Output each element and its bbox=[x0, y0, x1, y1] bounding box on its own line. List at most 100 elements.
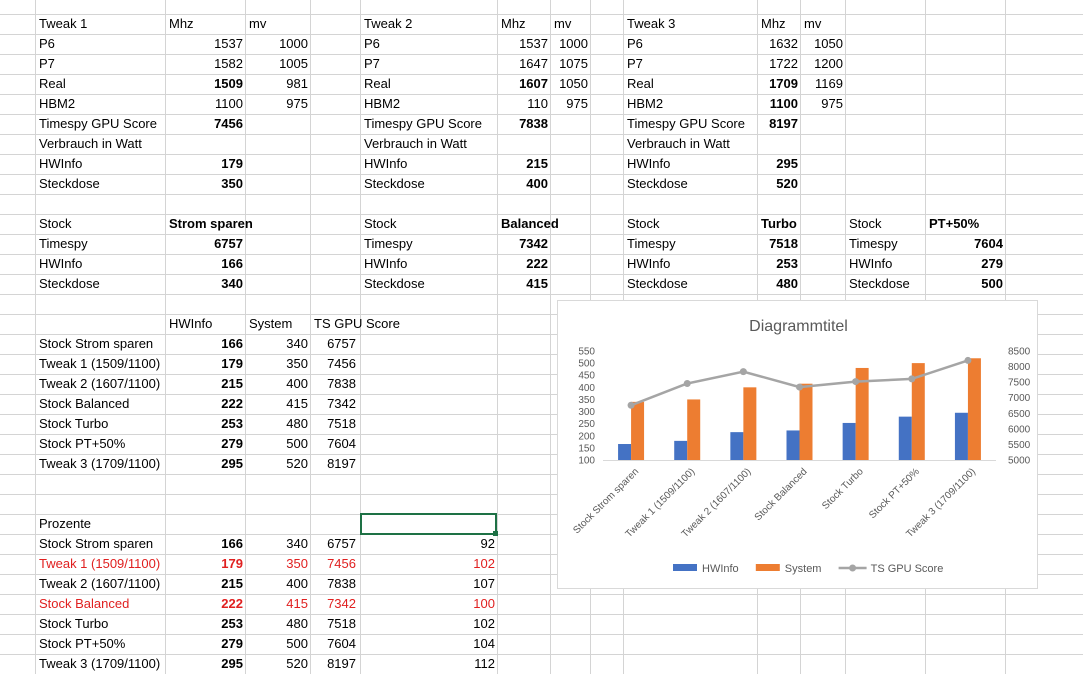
value-cell[interactable]: 1509 bbox=[214, 76, 243, 91]
value-cell[interactable]: 7342 bbox=[519, 236, 548, 251]
percent-cell[interactable]: 112 bbox=[474, 656, 495, 671]
percent-cell[interactable]: 104 bbox=[473, 636, 495, 651]
table-title[interactable]: Stock bbox=[849, 216, 882, 231]
row-label[interactable]: Steckdose bbox=[364, 276, 425, 291]
value-cell[interactable]: 279 bbox=[221, 436, 243, 451]
selected-cell[interactable] bbox=[360, 513, 497, 535]
value-cell[interactable]: 253 bbox=[221, 416, 243, 431]
value-cell[interactable]: 520 bbox=[286, 456, 308, 471]
value-cell[interactable]: 415 bbox=[526, 276, 548, 291]
value-cell[interactable]: 166 bbox=[221, 536, 243, 551]
row-label[interactable]: P7 bbox=[627, 56, 643, 71]
mode-label[interactable]: Turbo bbox=[761, 216, 797, 231]
percent-cell[interactable]: 107 bbox=[473, 576, 495, 591]
value-cell[interactable]: 1000 bbox=[559, 36, 588, 51]
chart-box[interactable]: Diagrammtitel 550 500 450 400 350 300 250 200 150… bbox=[557, 300, 1038, 589]
value-cell[interactable]: 295 bbox=[221, 456, 243, 471]
section-title[interactable]: Prozente bbox=[39, 516, 92, 531]
row-label[interactable]: Stock Balanced bbox=[39, 396, 130, 411]
column-header[interactable]: TS GPU Score bbox=[314, 316, 400, 331]
value-cell[interactable]: 6757 bbox=[327, 336, 356, 351]
column-header[interactable]: Mhz bbox=[169, 16, 194, 31]
row-label[interactable]: Real bbox=[364, 76, 391, 91]
row-label[interactable]: HBM2 bbox=[364, 96, 401, 111]
row-label[interactable]: Steckdose bbox=[627, 276, 688, 291]
value-cell[interactable]: 215 bbox=[221, 376, 243, 391]
row-label[interactable]: Stock Strom sparen bbox=[39, 536, 154, 551]
value-cell[interactable]: 1169 bbox=[815, 76, 843, 91]
fill-handle[interactable] bbox=[493, 531, 498, 536]
mode-label[interactable]: PT+50% bbox=[929, 216, 980, 231]
mode-label[interactable]: Strom sparen bbox=[169, 216, 253, 231]
value-cell[interactable]: 400 bbox=[526, 176, 548, 191]
row-label[interactable]: Verbrauch in Watt bbox=[39, 136, 142, 151]
value-cell[interactable]: 7456 bbox=[327, 556, 356, 571]
value-cell[interactable]: 1050 bbox=[814, 36, 843, 51]
row-label[interactable]: Steckdose bbox=[849, 276, 910, 291]
value-cell[interactable]: 1537 bbox=[214, 36, 243, 51]
row-label[interactable]: Steckdose bbox=[39, 176, 100, 191]
row-label[interactable]: Timespy GPU Score bbox=[627, 116, 745, 131]
row-label[interactable]: Timespy bbox=[39, 236, 88, 251]
row-label[interactable]: Tweak 2 (1607/1100) bbox=[39, 376, 161, 391]
value-cell[interactable]: 279 bbox=[981, 256, 1003, 271]
value-cell[interactable]: 520 bbox=[776, 176, 798, 191]
mode-label[interactable]: Balanced bbox=[501, 216, 559, 231]
value-cell[interactable]: 400 bbox=[286, 576, 308, 591]
row-label[interactable]: P6 bbox=[364, 36, 380, 51]
value-cell[interactable]: 350 bbox=[221, 176, 243, 191]
row-label[interactable]: Tweak 3 (1709/1100) bbox=[39, 656, 161, 671]
value-cell[interactable]: 253 bbox=[221, 616, 243, 631]
value-cell[interactable]: 415 bbox=[286, 596, 308, 611]
value-cell[interactable]: 179 bbox=[221, 556, 243, 571]
row-label[interactable]: Tweak 1 (1509/1100) bbox=[39, 556, 161, 571]
row-label[interactable]: HBM2 bbox=[627, 96, 664, 111]
row-label[interactable]: Timespy GPU Score bbox=[364, 116, 482, 131]
value-cell[interactable]: 975 bbox=[566, 96, 588, 111]
value-cell[interactable]: 295 bbox=[776, 156, 798, 171]
value-cell[interactable]: 1722 bbox=[769, 56, 798, 71]
value-cell[interactable]: 500 bbox=[286, 436, 308, 451]
table-title[interactable]: Tweak 1 bbox=[39, 16, 88, 31]
row-label[interactable]: Stock Strom sparen bbox=[39, 336, 154, 351]
value-cell[interactable]: 520 bbox=[286, 656, 308, 671]
row-label[interactable]: HWInfo bbox=[364, 256, 408, 271]
value-cell[interactable]: 1200 bbox=[814, 56, 843, 71]
value-cell[interactable]: 166 bbox=[221, 336, 243, 351]
value-cell[interactable]: 8197 bbox=[327, 656, 356, 671]
value-cell[interactable]: 295 bbox=[221, 656, 243, 671]
value-cell[interactable]: 1537 bbox=[519, 36, 548, 51]
value-cell[interactable]: 1100 bbox=[769, 96, 798, 111]
percent-cell[interactable]: 102 bbox=[473, 556, 495, 571]
value-cell[interactable]: 981 bbox=[286, 76, 308, 91]
value-cell[interactable]: 7838 bbox=[327, 576, 356, 591]
value-cell[interactable]: 222 bbox=[221, 396, 243, 411]
column-header[interactable]: HWInfo bbox=[169, 316, 213, 331]
row-label[interactable]: HWInfo bbox=[39, 256, 83, 271]
value-cell[interactable]: 253 bbox=[776, 256, 798, 271]
value-cell[interactable]: 480 bbox=[286, 416, 308, 431]
row-label[interactable]: P7 bbox=[364, 56, 380, 71]
column-header[interactable]: Mhz bbox=[761, 16, 786, 31]
value-cell[interactable]: 1632 bbox=[769, 36, 798, 51]
table-title[interactable]: Tweak 3 bbox=[627, 16, 676, 31]
value-cell[interactable]: 1607 bbox=[519, 76, 548, 91]
value-cell[interactable]: 350 bbox=[286, 356, 308, 371]
value-cell[interactable]: 222 bbox=[526, 256, 548, 271]
row-label[interactable]: Verbrauch in Watt bbox=[627, 136, 730, 151]
value-cell[interactable]: 480 bbox=[286, 616, 308, 631]
row-label[interactable]: HWInfo bbox=[364, 156, 408, 171]
value-cell[interactable]: 7604 bbox=[327, 436, 356, 451]
value-cell[interactable]: 350 bbox=[286, 556, 308, 571]
value-cell[interactable]: 340 bbox=[286, 536, 308, 551]
value-cell[interactable]: 500 bbox=[286, 636, 308, 651]
value-cell[interactable]: 179 bbox=[221, 356, 243, 371]
row-label[interactable]: Stock Turbo bbox=[39, 616, 109, 631]
value-cell[interactable]: 975 bbox=[821, 96, 843, 111]
value-cell[interactable]: 279 bbox=[221, 636, 243, 651]
value-cell[interactable]: 7456 bbox=[214, 116, 243, 131]
row-label[interactable]: HWInfo bbox=[39, 156, 83, 171]
value-cell[interactable]: 7342 bbox=[327, 396, 356, 411]
column-header[interactable]: mv bbox=[554, 16, 572, 31]
row-label[interactable]: HBM2 bbox=[39, 96, 76, 111]
